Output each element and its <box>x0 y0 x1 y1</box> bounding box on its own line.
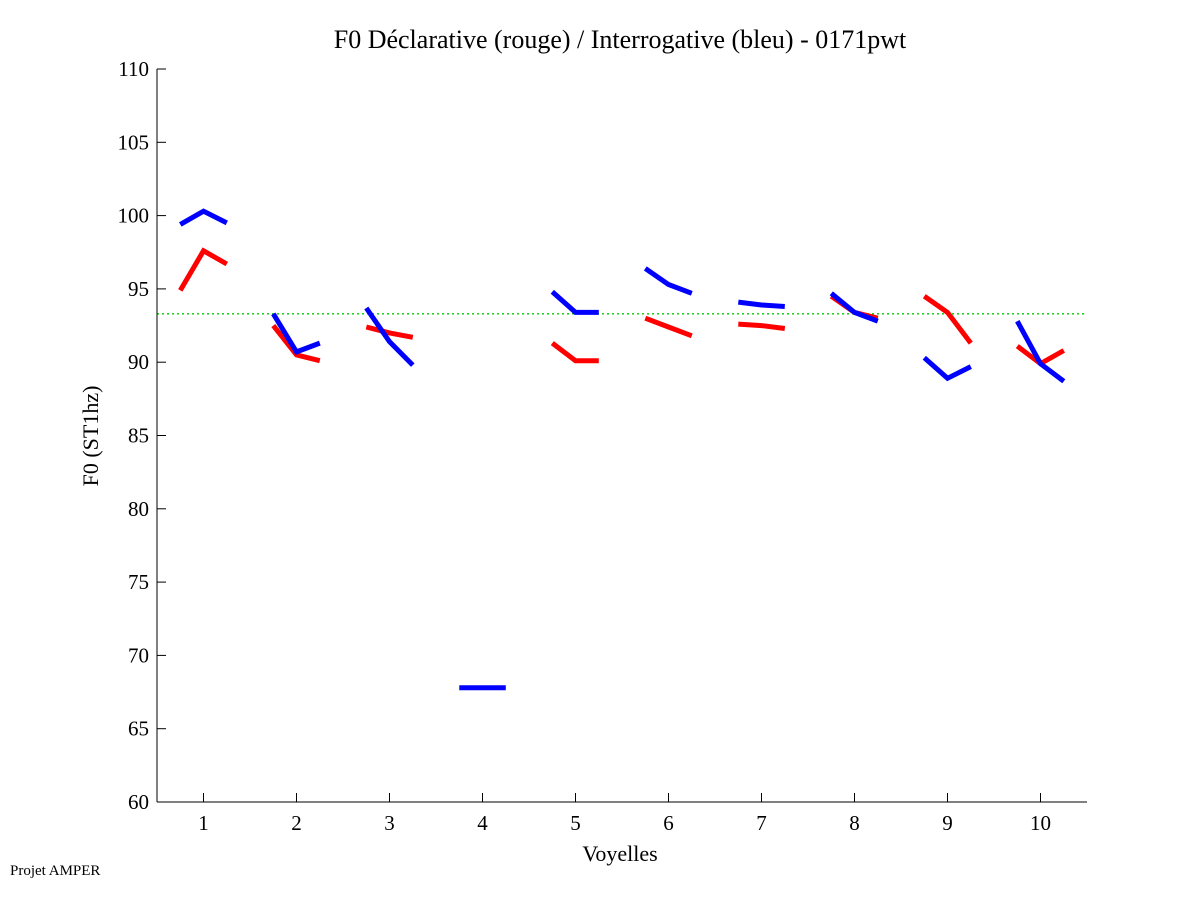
axes: 60 65 70 75 80 85 90 95 100 105 110 1 2 3 4 5 6 7 8 9 10 <box>118 57 1087 835</box>
series-line-segment <box>922 294 973 345</box>
series-line-segment <box>271 324 321 364</box>
y-tick-label: 110 <box>118 57 149 81</box>
y-tick-label: 100 <box>118 204 150 228</box>
y-tick-label: 70 <box>128 643 149 667</box>
series-line-segment <box>178 247 229 292</box>
y-tick-label: 65 <box>128 717 149 741</box>
series-line-segment <box>364 306 415 367</box>
x-tick-label: 8 <box>849 811 860 835</box>
series-layer <box>178 208 1066 691</box>
series-line-segment <box>922 355 972 382</box>
series-line-segment <box>550 289 599 315</box>
series-line-segment <box>1015 320 1066 384</box>
x-axis-label: Voyelles <box>582 841 657 866</box>
x-tick-label: 10 <box>1030 811 1051 835</box>
series-line-segment <box>179 208 228 227</box>
x-tick-label: 7 <box>756 811 767 835</box>
series-line-segment <box>550 341 599 364</box>
y-tick-label: 90 <box>128 350 149 374</box>
series-line-segment <box>738 321 786 331</box>
y-tick-label: 85 <box>128 424 149 448</box>
y-tick-label: 105 <box>118 130 150 154</box>
x-tick-label: 4 <box>477 811 488 835</box>
series-line-segment <box>644 315 693 339</box>
series-line-segment <box>829 291 879 324</box>
y-tick-label: 60 <box>128 790 149 814</box>
y-tick-label: 80 <box>128 497 149 521</box>
series-line-segment <box>365 324 414 340</box>
y-axis-label: F0 (ST1hz) <box>78 386 103 487</box>
series-line-segment <box>271 312 321 355</box>
y-tick-label: 95 <box>128 277 149 301</box>
series-interrogative <box>179 208 1066 691</box>
x-tick-label: 3 <box>384 811 395 835</box>
x-tick-label: 9 <box>942 811 953 835</box>
chart-title: F0 Déclarative (rouge) / Interrogative (… <box>334 25 907 54</box>
footer-credit: Projet AMPER <box>10 863 101 879</box>
series-line-segment <box>737 299 785 309</box>
x-tick-label: 5 <box>570 811 581 835</box>
y-tick-label: 75 <box>128 570 149 594</box>
x-tick-label: 1 <box>198 811 209 835</box>
series-line-segment <box>643 266 693 296</box>
x-tick-label: 2 <box>291 811 302 835</box>
x-tick-label: 6 <box>663 811 674 835</box>
